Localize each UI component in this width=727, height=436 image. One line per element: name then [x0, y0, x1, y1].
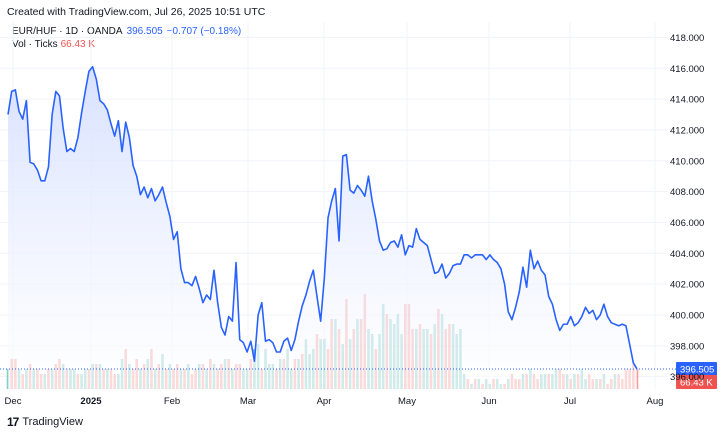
- created-caption: Created with TradingView.com, Jul 26, 20…: [7, 6, 266, 18]
- x-tick-label: 2025: [80, 396, 102, 407]
- y-tick-label: 416.000: [670, 64, 704, 75]
- y-tick-label: 408.000: [670, 187, 704, 198]
- symbol-label[interactable]: EUR/HUF · 1D · OANDA: [12, 26, 123, 37]
- price-axis: 396.000 398.000 400.000 402.000 404.000 406.0…: [670, 33, 704, 383]
- x-tick-label: Feb: [164, 396, 180, 407]
- y-tick-label: 400.000: [670, 310, 704, 321]
- volume-tag-label: 66.43 K: [680, 378, 713, 389]
- tradingview-logo-icon: 17: [7, 415, 19, 429]
- y-tick-label: 396.000: [670, 372, 704, 383]
- footer-brand: 17 TradingView: [7, 415, 83, 429]
- last-price-line: 396.505 66.43 K: [0, 361, 717, 389]
- y-tick-label: 398.000: [670, 341, 704, 352]
- price-series-line: [7, 65, 638, 370]
- volume-label[interactable]: Vol · Ticks: [12, 39, 58, 50]
- x-tick-label: Dec: [5, 396, 22, 407]
- price-line: [7, 65, 638, 370]
- last-price-tag: [676, 361, 717, 376]
- x-tick-label: May: [398, 396, 416, 407]
- price-area-fill: [8, 66, 637, 389]
- last-price-tag-label: 396.505: [680, 364, 714, 375]
- last-price: 396.505: [126, 26, 163, 37]
- volume-legend[interactable]: Vol · Ticks 66.43 K: [12, 39, 95, 50]
- x-tick-label: Apr: [317, 396, 332, 407]
- y-tick-label: 412.000: [670, 125, 704, 136]
- x-tick-label: Aug: [647, 396, 664, 407]
- x-tick-label: Mar: [240, 396, 256, 407]
- x-tick-label: Jul: [564, 396, 576, 407]
- brand-name: TradingView: [22, 416, 83, 428]
- y-tick-label: 418.000: [670, 33, 704, 44]
- price-area: [8, 66, 637, 389]
- volume-value: 66.43 K: [60, 39, 96, 50]
- x-tick-label: Jun: [481, 396, 496, 407]
- y-tick-label: 414.000: [670, 95, 704, 106]
- y-tick-label: 404.000: [670, 249, 704, 260]
- price-change: −0.707 (−0.18%): [166, 26, 242, 37]
- y-tick-label: 406.000: [670, 218, 704, 229]
- y-tick-label: 410.000: [670, 156, 704, 167]
- volume-tag: [676, 375, 717, 389]
- y-tick-label: 402.000: [670, 280, 704, 291]
- symbol-legend[interactable]: EUR/HUF · 1D · OANDA 396.505 −0.707 (−0.18…: [12, 26, 241, 37]
- time-axis: Dec 2025 Feb Mar Apr May Jun Jul Aug: [5, 396, 664, 407]
